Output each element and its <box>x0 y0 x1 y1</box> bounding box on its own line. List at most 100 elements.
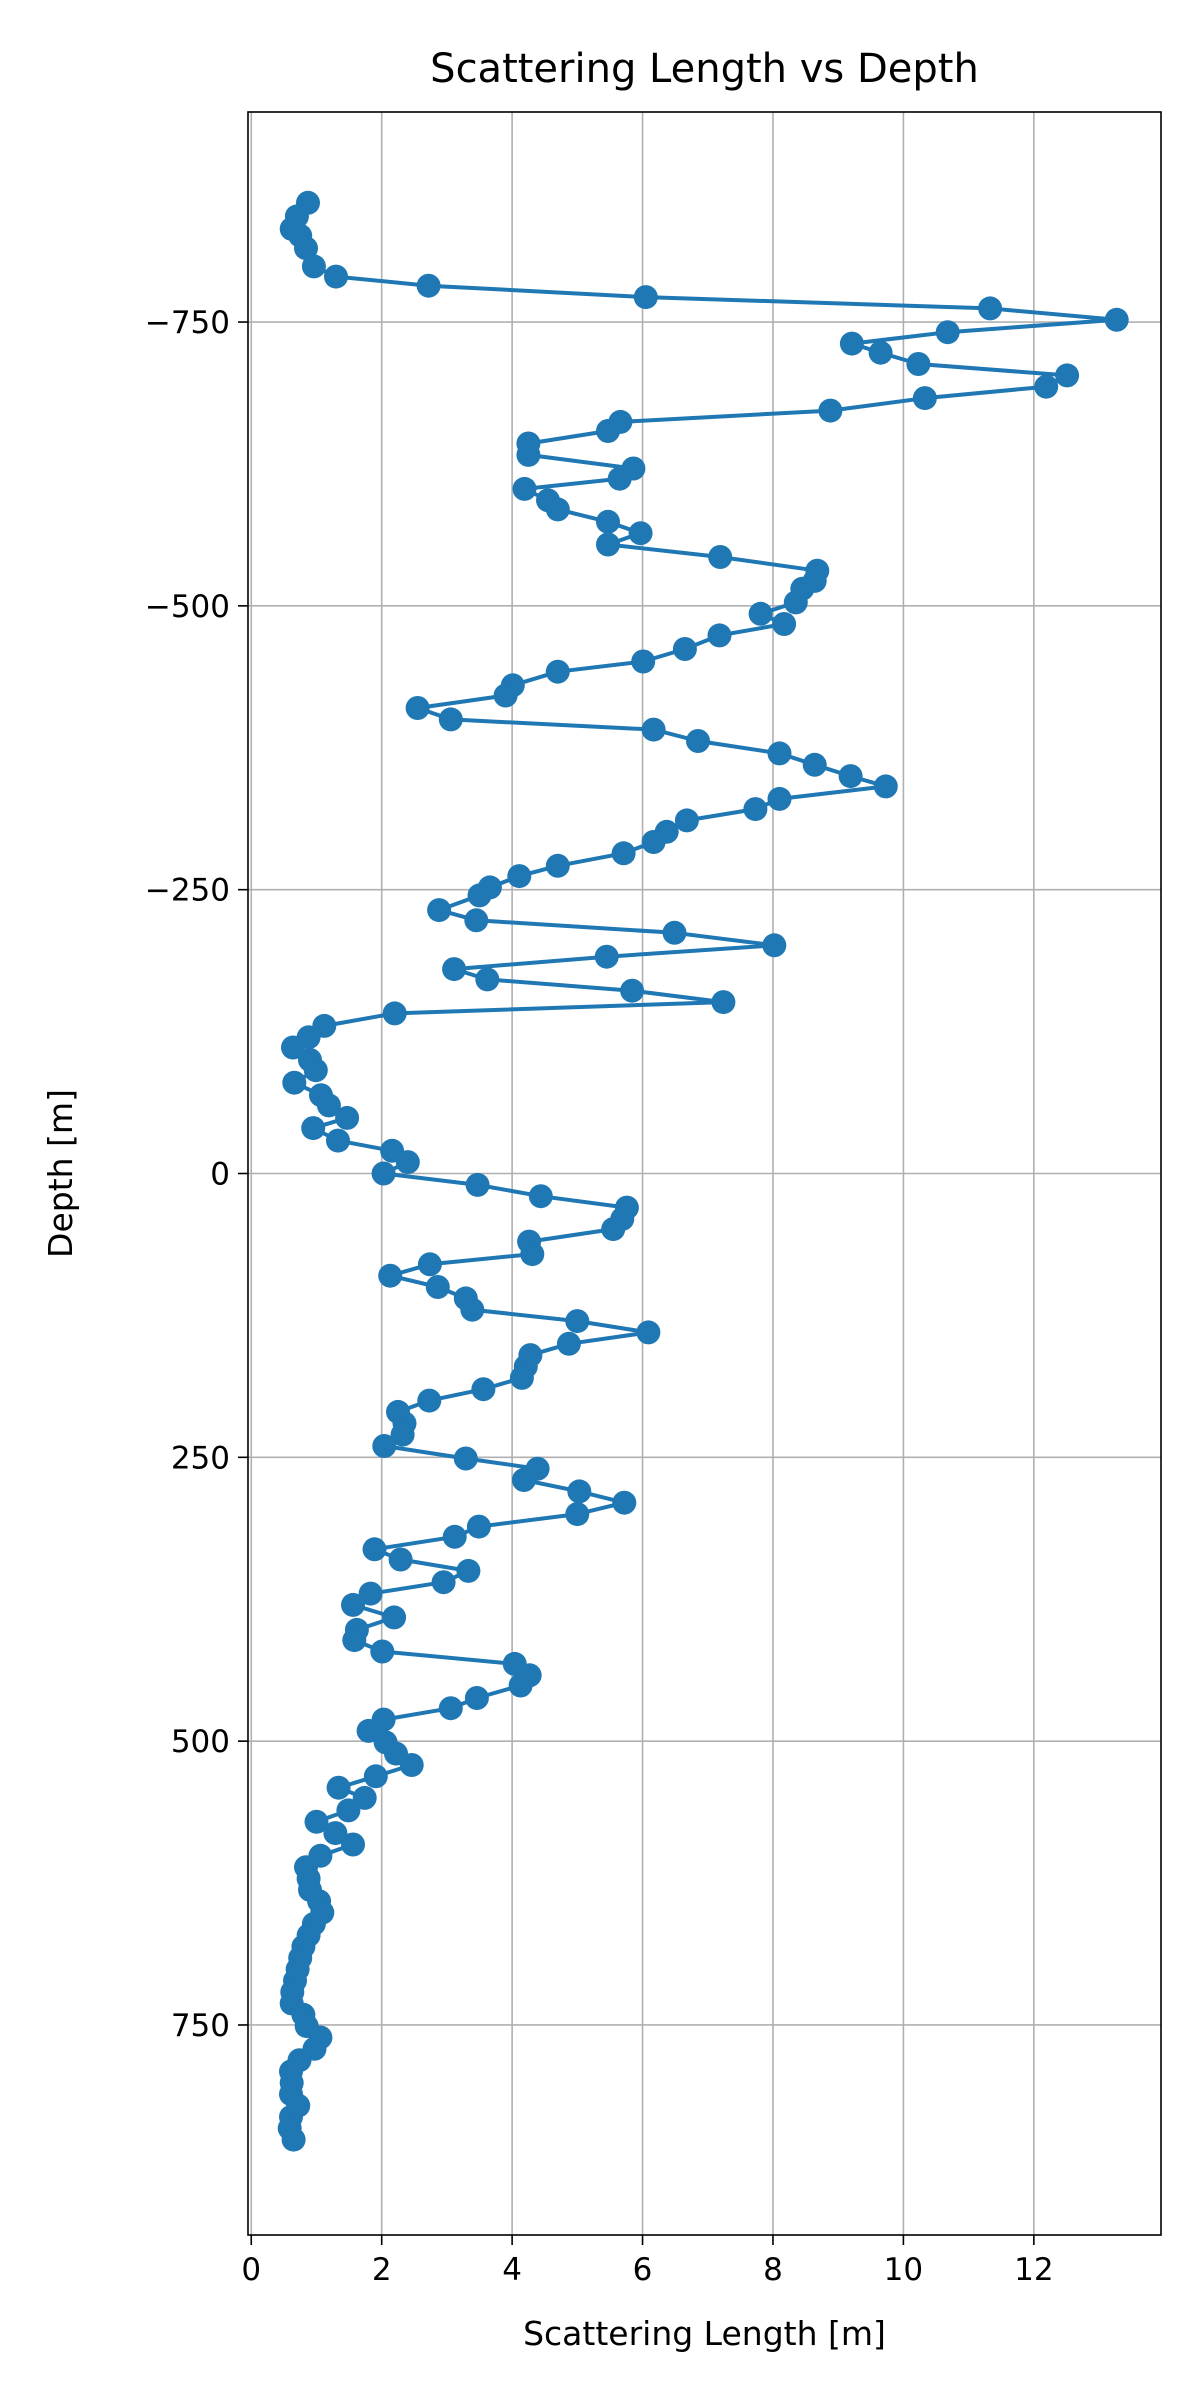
y-tick-label: 750 <box>171 2008 230 2044</box>
data-point <box>383 1001 407 1025</box>
data-point <box>749 602 773 626</box>
y-tick-label: 250 <box>171 1440 230 1476</box>
data-point <box>557 1332 581 1356</box>
data-point <box>520 1242 544 1266</box>
data-point <box>546 497 570 521</box>
data-point <box>596 510 620 534</box>
y-tick-label: −500 <box>145 589 230 625</box>
data-point <box>456 1559 480 1583</box>
data-point <box>427 898 451 922</box>
data-point <box>363 1537 387 1561</box>
data-point <box>282 1071 306 1095</box>
data-point <box>612 841 636 865</box>
data-point <box>906 352 930 376</box>
data-point <box>743 797 767 821</box>
data-point <box>443 1525 467 1549</box>
data-point <box>389 1548 413 1572</box>
data-point <box>567 1479 591 1503</box>
data-point <box>803 753 827 777</box>
data-point <box>301 1116 325 1140</box>
data-point <box>335 1106 359 1130</box>
data-point <box>565 1309 589 1333</box>
data-point <box>913 386 937 410</box>
data-point <box>529 1184 553 1208</box>
y-tick-label: −750 <box>145 305 230 341</box>
data-point <box>372 1162 396 1186</box>
data-point <box>768 787 792 811</box>
data-point <box>509 1674 533 1698</box>
data-point <box>631 650 655 674</box>
data-point <box>432 1570 456 1594</box>
data-point <box>708 623 732 647</box>
data-point <box>642 830 666 854</box>
y-tick-label: −250 <box>145 873 230 909</box>
data-point <box>596 419 620 443</box>
data-point <box>869 341 893 365</box>
data-point <box>417 274 441 298</box>
data-point <box>818 399 842 423</box>
data-point <box>400 1753 424 1777</box>
data-point <box>370 1640 394 1664</box>
data-point <box>546 854 570 878</box>
data-point <box>336 1798 360 1822</box>
data-point <box>439 707 463 731</box>
data-point <box>464 908 488 932</box>
data-point <box>342 1628 366 1652</box>
x-tick-label: 2 <box>372 2252 392 2288</box>
data-point <box>608 467 632 491</box>
data-point <box>612 1491 636 1515</box>
data-point <box>711 990 735 1014</box>
data-point <box>512 1468 536 1492</box>
data-point <box>546 660 570 684</box>
data-point <box>468 883 492 907</box>
data-point <box>629 521 653 545</box>
data-point <box>439 1696 463 1720</box>
data-point <box>507 864 531 888</box>
data-point <box>839 764 863 788</box>
data-point <box>475 967 499 991</box>
data-point <box>364 1764 388 1788</box>
data-point <box>772 612 796 636</box>
data-point <box>282 2128 306 2152</box>
data-point <box>708 545 732 569</box>
data-point <box>467 1515 491 1539</box>
data-point <box>494 684 518 708</box>
data-point <box>465 1686 489 1710</box>
data-point <box>466 1173 490 1197</box>
x-tick-label: 4 <box>502 2252 522 2288</box>
data-point <box>442 957 466 981</box>
data-point <box>840 332 864 356</box>
data-point <box>302 254 326 278</box>
data-point <box>454 1447 478 1471</box>
data-point <box>324 265 348 289</box>
x-tick-label: 0 <box>241 2252 261 2288</box>
chart-title: Scattering Length vs Depth <box>430 46 979 92</box>
x-tick-label: 6 <box>633 2252 653 2288</box>
data-point <box>418 1252 442 1276</box>
data-point <box>936 320 960 344</box>
data-point <box>663 921 687 945</box>
data-point <box>596 533 620 557</box>
x-axis-title: Scattering Length [m] <box>523 2314 886 2353</box>
data-point <box>620 979 644 1003</box>
data-point <box>382 1605 406 1629</box>
data-point <box>675 808 699 832</box>
data-point <box>510 1366 534 1390</box>
y-tick-label: 500 <box>171 1724 230 1760</box>
data-point <box>673 637 697 661</box>
data-point <box>601 1217 625 1241</box>
data-point <box>784 590 808 614</box>
data-point <box>978 296 1002 320</box>
data-point <box>1055 363 1079 387</box>
data-point <box>396 1150 420 1174</box>
data-point <box>406 696 430 720</box>
data-point <box>378 1264 402 1288</box>
data-point <box>471 1377 495 1401</box>
data-point <box>341 1833 365 1857</box>
data-point <box>417 1389 441 1413</box>
y-tick-label: 0 <box>210 1157 230 1193</box>
data-point <box>516 443 540 467</box>
data-point <box>326 1129 350 1153</box>
data-point <box>327 1776 351 1800</box>
